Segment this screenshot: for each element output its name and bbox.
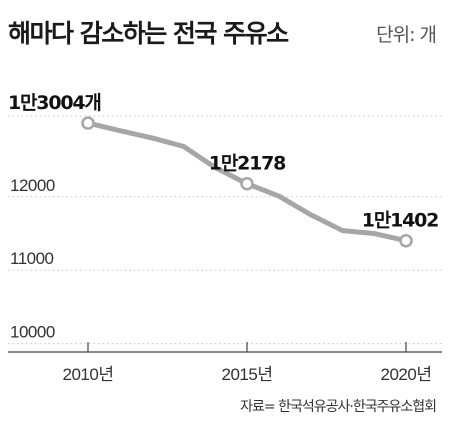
- unit-label: 단위: 개: [376, 24, 437, 46]
- x-axis: [8, 342, 442, 353]
- y-tick-label: 10000: [10, 323, 55, 342]
- data-label: 1만1402: [362, 210, 438, 232]
- data-point-marker: [240, 176, 254, 191]
- x-tick-label: 2010년: [63, 365, 114, 384]
- data-label: 1만3004개: [8, 92, 101, 114]
- source-note: 자료= 한국석유공사·한국주유소협회: [240, 399, 437, 415]
- data-markers: [81, 116, 413, 248]
- data-labels: 1만3004개 1만2178 1만1402: [8, 92, 439, 232]
- x-tick-label: 2015년: [222, 365, 273, 384]
- chart-title: 해마다 감소하는 전국 주유소: [8, 19, 289, 48]
- data-point-marker: [81, 116, 95, 130]
- data-point-marker: [399, 233, 413, 248]
- tick-labels: 10000 11000 12000 2010년 2015년 2020년: [10, 176, 432, 384]
- data-label: 1만2178: [209, 153, 286, 175]
- x-tick-label: 2020년: [381, 365, 432, 384]
- gridlines: [8, 115, 442, 345]
- y-tick-label: 12000: [10, 176, 55, 195]
- y-tick-label: 11000: [10, 249, 54, 268]
